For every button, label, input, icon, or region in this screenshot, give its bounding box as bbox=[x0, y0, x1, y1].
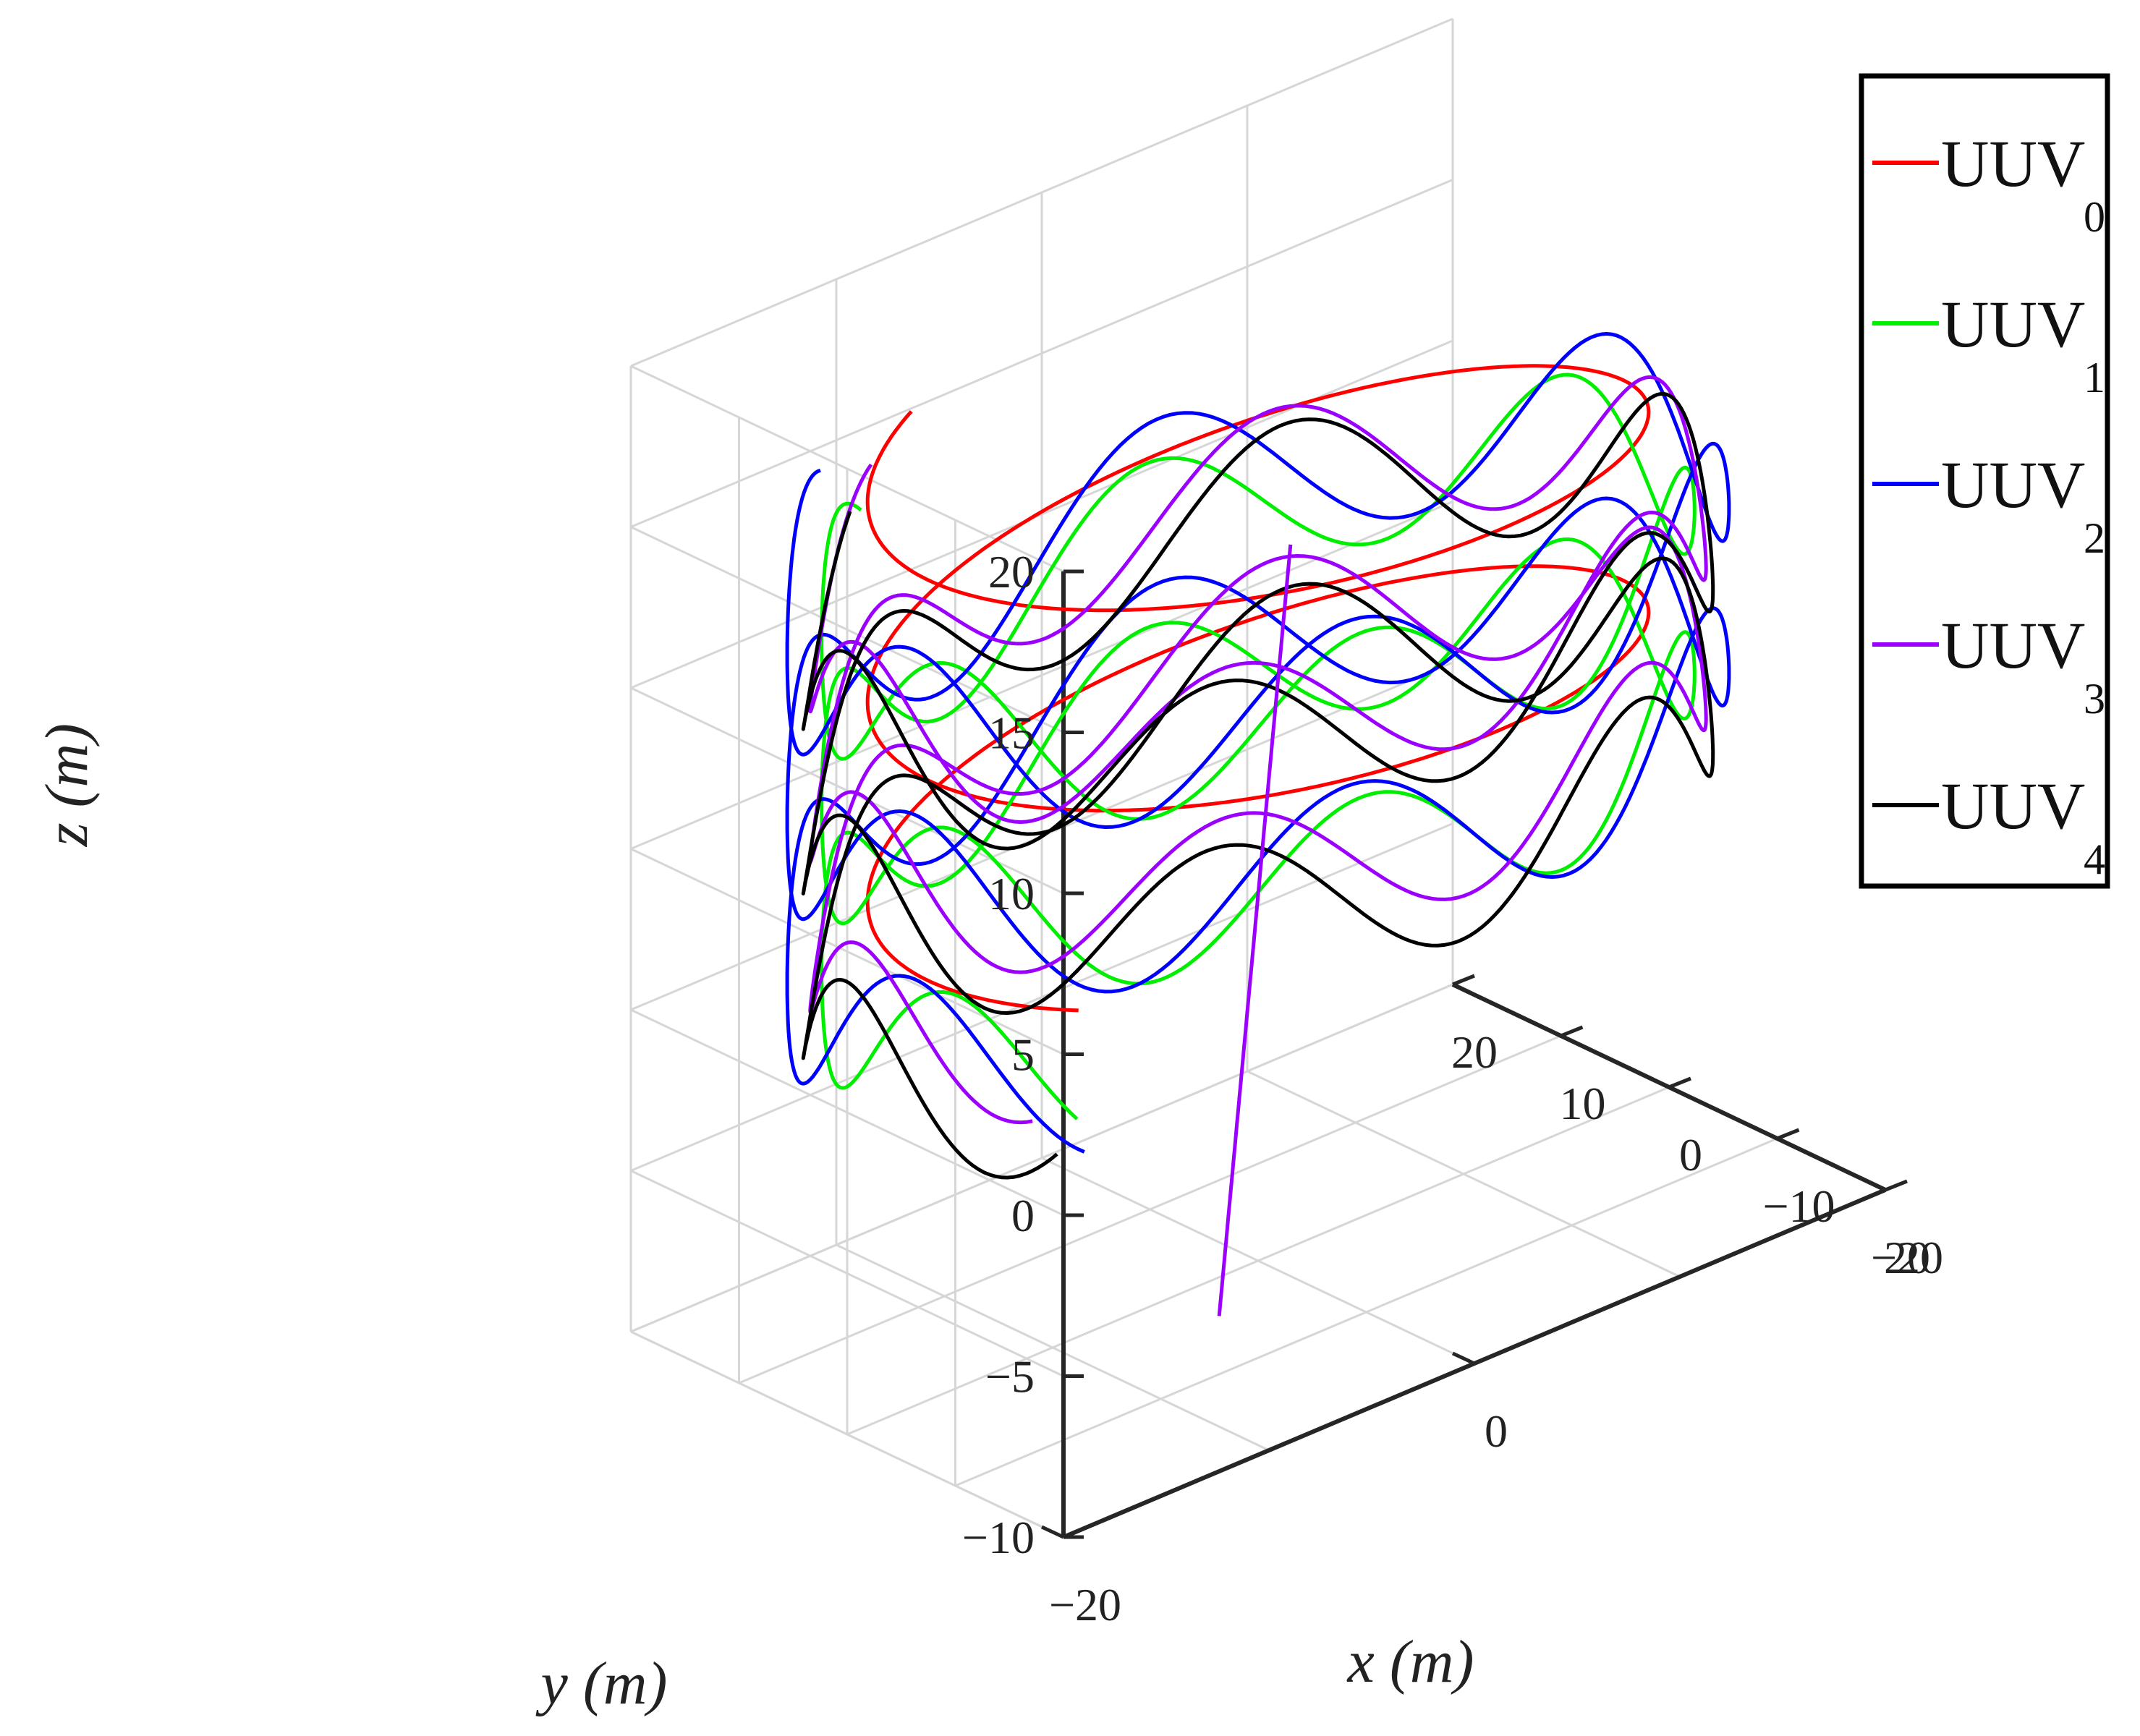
z-tick-label: 0 bbox=[1011, 1190, 1035, 1241]
grid-line bbox=[836, 1243, 1270, 1452]
z-tick-label: −5 bbox=[985, 1351, 1035, 1403]
series-line-uuv2 bbox=[785, 332, 1731, 1154]
legend-subscript: 2 bbox=[2084, 514, 2105, 562]
x-tick-mark bbox=[1862, 1178, 1887, 1192]
x-tick-mark bbox=[1451, 1351, 1476, 1366]
z-tick-label: 20 bbox=[988, 546, 1035, 597]
z-tick-label: 15 bbox=[988, 707, 1035, 759]
y-tick-mark bbox=[1560, 1025, 1584, 1038]
legend-label-uuv0: UUV bbox=[1941, 127, 2085, 200]
tick-labels: 20 15 10 5 0 −5 −10 −20 0 20 20 10 0 −10 −20 bbox=[962, 546, 1943, 1630]
grid-line bbox=[630, 1330, 1064, 1539]
legend-subscript: 1 bbox=[2084, 354, 2105, 401]
y-tick-mark bbox=[1776, 1128, 1800, 1141]
series-line-uuv4 bbox=[801, 392, 1715, 1180]
x-tick-label: −20 bbox=[1049, 1579, 1121, 1630]
y-tick-label: 20 bbox=[1451, 1026, 1498, 1078]
legend-label-uuv2: UUV bbox=[1941, 448, 2085, 522]
z-axis-label: z (m) bbox=[33, 723, 101, 847]
series-line-uuv3 bbox=[808, 375, 1708, 1125]
x-tick-label: 0 bbox=[1485, 1405, 1508, 1457]
x-axis-label: x (m) bbox=[1346, 1628, 1474, 1695]
y-tick-label: 10 bbox=[1560, 1078, 1606, 1129]
grid-line bbox=[1247, 1070, 1681, 1278]
axes bbox=[1040, 569, 1908, 1539]
grid-line bbox=[1041, 1157, 1475, 1365]
z-tick-label: −10 bbox=[962, 1512, 1035, 1563]
y-tick-mark bbox=[1668, 1076, 1691, 1089]
x-tick-label: 20 bbox=[1884, 1232, 1930, 1283]
legend-subscript: 0 bbox=[2084, 193, 2105, 241]
y-axis-label: y (m) bbox=[535, 1650, 668, 1717]
legend-subscript: 4 bbox=[2084, 835, 2105, 883]
z-tick-label: 10 bbox=[988, 868, 1035, 919]
grid bbox=[629, 17, 1886, 1539]
series-lines bbox=[785, 332, 1731, 1316]
y-tick-mark bbox=[1885, 1179, 1908, 1192]
series-line-uuv1 bbox=[820, 373, 1697, 1120]
legend-label-uuv4: UUV bbox=[1941, 769, 2085, 843]
series-line-uuv3-tail bbox=[1217, 544, 1293, 1316]
x-tick-mark bbox=[1040, 1525, 1065, 1539]
legend-label-uuv3: UUV bbox=[1941, 608, 2085, 682]
legend-label-uuv1: UUV bbox=[1941, 287, 2085, 361]
y-tick-label: −10 bbox=[1762, 1180, 1835, 1232]
y-tick-label: 0 bbox=[1679, 1129, 1702, 1180]
y-tick-mark bbox=[1452, 974, 1475, 987]
z-tick-label: 5 bbox=[1011, 1029, 1035, 1081]
legend-box bbox=[1859, 73, 2110, 889]
y-tick-label: −20 bbox=[1871, 1232, 1943, 1283]
legend-subscript: 3 bbox=[2084, 675, 2105, 723]
